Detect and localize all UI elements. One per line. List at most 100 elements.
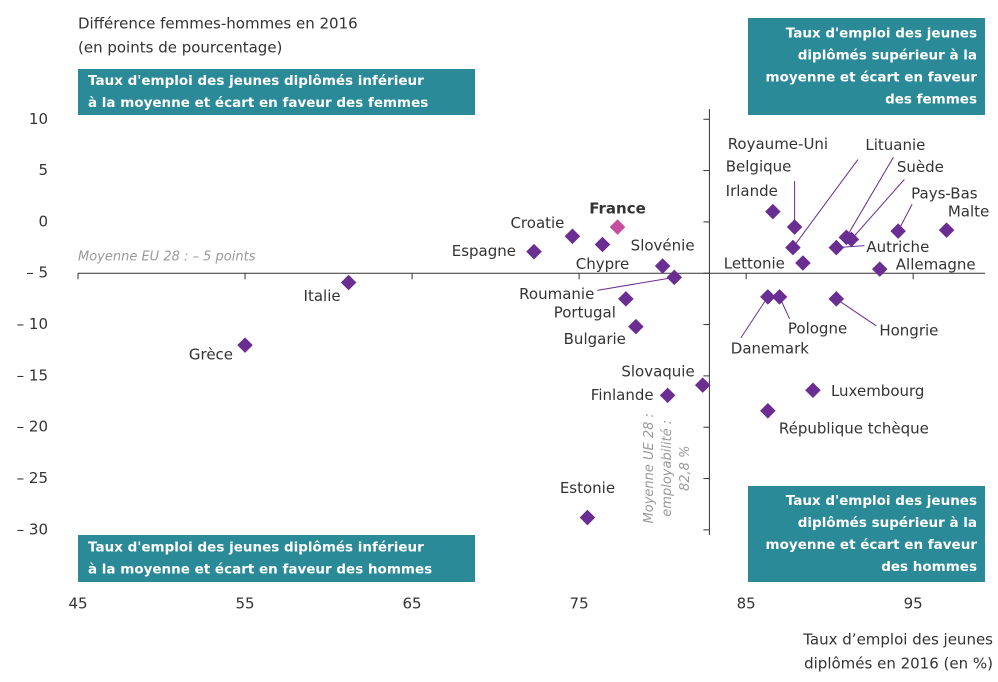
point-label: Allemagne — [896, 256, 976, 274]
point-label: Autriche — [866, 238, 929, 256]
point — [795, 255, 811, 271]
point — [666, 269, 683, 286]
point-label: Malte — [948, 203, 989, 221]
point — [594, 236, 611, 253]
point — [785, 239, 801, 256]
quadrant-text: diplômés supérieur à la — [798, 48, 977, 64]
x-tick-label: 95 — [904, 595, 923, 613]
average-x-label-line: 82,8 % — [678, 446, 693, 491]
quadrant-text: moyenne et écart en faveur — [766, 537, 978, 553]
point-label: République tchèque — [779, 419, 929, 437]
quadrant-text: des hommes — [881, 559, 977, 575]
point-label: Lituanie — [865, 136, 925, 154]
x-axis-label: Taux d’emploi des jeunes — [802, 631, 993, 649]
x-tick-label: 75 — [570, 595, 589, 613]
point — [805, 382, 821, 399]
y-tick-label: – 25 — [17, 469, 48, 487]
leader-line — [597, 276, 675, 291]
point-label: Belgique — [726, 158, 792, 176]
point — [938, 222, 955, 238]
quadrant-text: moyenne et écart en faveur — [766, 70, 978, 86]
quadrant-text: diplômés supérieur à la — [798, 515, 977, 531]
point-label: Roumanie — [519, 285, 594, 303]
quadrant-box — [748, 486, 985, 582]
point-label: Pologne — [788, 319, 847, 337]
y-tick-label: – 10 — [17, 315, 48, 333]
leader-line — [845, 157, 894, 238]
y-tick-label: – 30 — [17, 520, 48, 538]
point-label: Italie — [304, 287, 341, 305]
point — [843, 231, 860, 248]
point — [618, 291, 634, 307]
x-tick-label: 85 — [737, 595, 756, 613]
point — [579, 509, 596, 526]
y-tick-label: 5 — [38, 161, 48, 179]
y-axis-label: Différence femmes-hommes en 2016 — [78, 15, 358, 33]
point-label: Slovénie — [631, 237, 695, 255]
y-tick-label: – 15 — [17, 366, 48, 384]
quadrant-text: des femmes — [885, 92, 977, 108]
point — [659, 387, 676, 404]
point — [890, 223, 906, 239]
point-label: Royaume-Uni — [728, 135, 828, 153]
point-label: Espagne — [452, 242, 516, 260]
point — [609, 219, 626, 235]
point — [760, 403, 776, 419]
quadrant-text: à la moyenne et écart en faveur des femm… — [88, 95, 428, 111]
quadrant-text: Taux d'emploi des jeunes — [786, 493, 977, 509]
point-label: Luxembourg — [831, 382, 925, 400]
point — [237, 337, 253, 353]
point — [871, 261, 888, 277]
point-label: Suède — [897, 158, 944, 176]
point — [771, 289, 788, 305]
point — [786, 219, 803, 235]
point-label: Slovaquie — [621, 363, 694, 381]
x-axis-label: diplômés en 2016 (en %) — [804, 655, 993, 673]
x-tick-label: 55 — [235, 595, 254, 613]
y-tick-label: – 20 — [17, 418, 48, 436]
leader-line — [792, 159, 859, 248]
average-y-label: Moyenne EU 28 : – 5 points — [78, 250, 256, 265]
point — [628, 318, 644, 335]
point-label: Estonie — [560, 479, 615, 497]
quadrant-box — [748, 18, 985, 115]
point-label: Bulgarie — [564, 330, 626, 348]
leader-line — [740, 296, 769, 339]
y-tick-label: 0 — [38, 212, 48, 230]
point-label: Lettonie — [724, 254, 785, 272]
y-axis-label: (en points de pourcentage) — [78, 39, 282, 57]
point — [564, 228, 581, 245]
point-label: France — [589, 200, 646, 218]
quadrant-box — [78, 69, 475, 115]
average-x-label: Moyenne UE 28 : employabilité :82,8 % — [642, 413, 693, 523]
leader-line — [836, 298, 877, 327]
quadrant-text: Taux d'emploi des jeunes diplômés inféri… — [88, 540, 424, 556]
y-tick-label: 10 — [29, 110, 48, 128]
quadrant-text: Taux d'emploi des jeunes — [786, 26, 977, 42]
point — [654, 258, 671, 274]
x-tick-label: 65 — [403, 595, 422, 613]
point-label: Irlande — [726, 182, 778, 200]
y-tick-label: – 5 — [26, 264, 48, 282]
leader-line — [850, 179, 905, 240]
quadrant-box — [78, 535, 475, 582]
point — [526, 243, 542, 260]
point-label: Pays-Bas — [911, 185, 978, 203]
average-x-label-line: Moyenne UE 28 : — [642, 413, 657, 523]
point-label: Danemark — [731, 339, 809, 357]
point-label: Croatie — [510, 214, 564, 232]
point — [340, 274, 357, 291]
quadrant-text: Taux d'emploi des jeunes diplômés inféri… — [88, 73, 424, 89]
point-label: Portugal — [554, 303, 616, 321]
point-label: Grèce — [189, 346, 233, 364]
point — [828, 239, 845, 256]
point — [765, 203, 781, 220]
point-label: Chypre — [576, 255, 629, 273]
x-tick-label: 45 — [68, 595, 87, 613]
point — [694, 377, 711, 393]
point-label: Finlande — [591, 386, 654, 404]
point-label: Hongrie — [879, 321, 938, 339]
point — [828, 291, 845, 307]
average-x-label-line: employabilité : — [660, 420, 675, 517]
